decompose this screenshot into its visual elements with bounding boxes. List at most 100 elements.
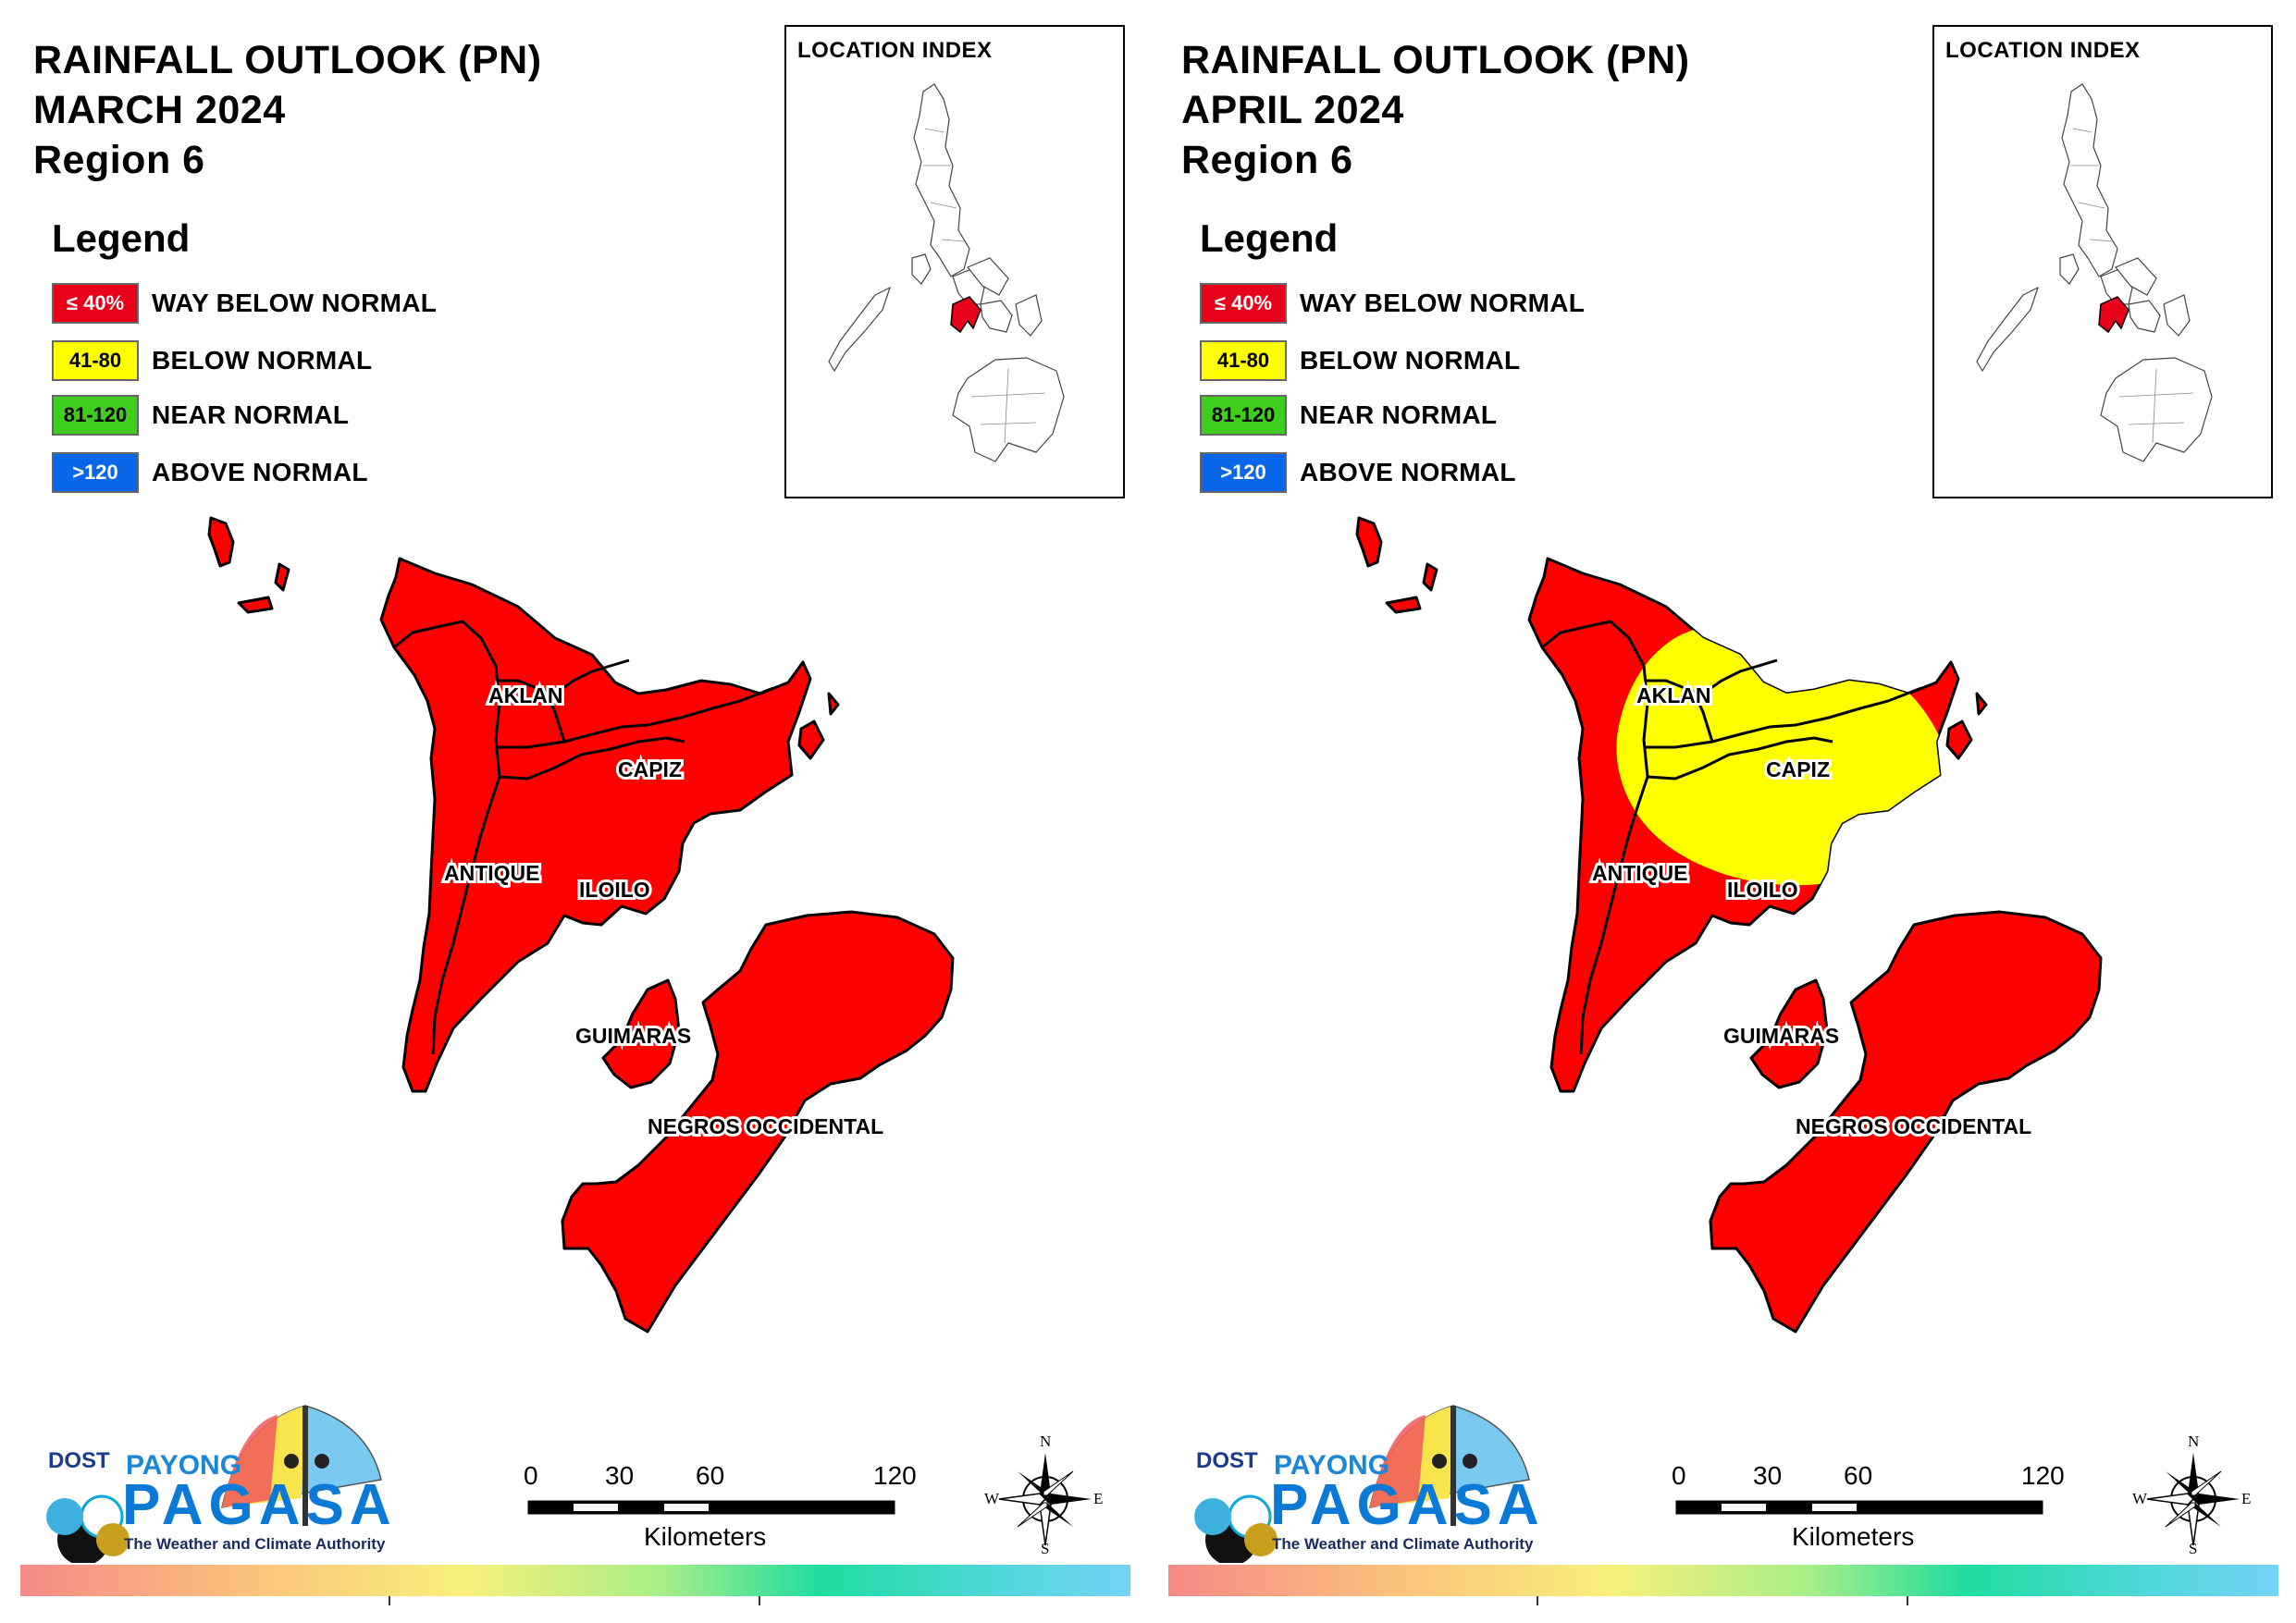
logo-dost-text: DOST xyxy=(48,1448,110,1473)
legend-label: BELOW NORMAL xyxy=(1300,346,1521,375)
scale-units: Kilometers xyxy=(644,1522,767,1551)
scale-bar-graphic xyxy=(1675,1500,2043,1515)
label-negros-occidental: NEGROS OCCIDENTAL xyxy=(1796,1114,2031,1138)
guimaras-island xyxy=(1749,978,1829,1089)
label-capiz: CAPIZ xyxy=(618,757,682,781)
logo-tagline: The Weather and Climate Authority xyxy=(124,1535,386,1553)
legend-label: ABOVE NORMAL xyxy=(1300,458,1516,486)
island-shape xyxy=(797,719,825,760)
logo-pagasa-text: PAGASA xyxy=(122,1473,397,1537)
label-negros-occidental: NEGROS OCCIDENTAL xyxy=(648,1114,883,1138)
title-line-2: MARCH 2024 xyxy=(33,88,286,132)
compass-n: N xyxy=(2188,1432,2200,1450)
legend-item-above: >120 ABOVE NORMAL xyxy=(1200,451,1516,494)
region6-map: AKLAN CAPIZ ANTIQUE ILOILO GUIMARAS NEGR… xyxy=(207,516,955,1334)
scale-bar-graphic xyxy=(527,1500,895,1515)
island-shape xyxy=(1385,596,1422,614)
panel-april: RAINFALL OUTLOOK (PN) APRIL 2024 Region … xyxy=(1148,0,2296,1623)
location-index-title: LOCATION INDEX xyxy=(797,38,993,63)
footer-tick xyxy=(1907,1596,1908,1605)
logo-payong-text: PAYONG xyxy=(1274,1450,1390,1481)
label-iloilo: ILOILO xyxy=(1727,878,1798,902)
legend-label: WAY BELOW NORMAL xyxy=(152,289,438,317)
north-arrow-icon: N S W E xyxy=(2132,1432,2252,1558)
scale-units: Kilometers xyxy=(1792,1522,1915,1551)
title-line-2: APRIL 2024 xyxy=(1181,88,1404,132)
legend-swatch: >120 xyxy=(1200,452,1287,493)
legend-label: WAY BELOW NORMAL xyxy=(1300,289,1586,317)
scale-label: 60 xyxy=(696,1461,725,1490)
scale-label: 30 xyxy=(605,1461,635,1490)
scale-label: 60 xyxy=(1844,1461,1873,1490)
legend-item-way-below: ≤ 40% WAY BELOW NORMAL xyxy=(1200,282,1585,325)
island-shape xyxy=(1975,692,1988,716)
label-guimaras: GUIMARAS xyxy=(575,1024,691,1048)
map-title: RAINFALL OUTLOOK (PN) MARCH 2024 Region … xyxy=(33,35,542,185)
payong-pagasa-logo: DOST PAYONG PAGASA The Weather and Clima… xyxy=(28,1387,398,1566)
negros-island xyxy=(561,910,955,1334)
island-shape xyxy=(827,692,840,716)
label-antique: ANTIQUE xyxy=(1592,861,1688,885)
label-antique: ANTIQUE xyxy=(444,861,540,885)
region-6-highlight xyxy=(950,296,981,334)
region6-map: AKLAN CAPIZ ANTIQUE ILOILO GUIMARAS NEGR… xyxy=(1355,516,2103,1334)
title-line-1: RAINFALL OUTLOOK (PN) xyxy=(33,38,542,82)
scale-label: 120 xyxy=(873,1461,917,1490)
island-shape xyxy=(1945,719,1973,760)
legend-swatch: 41-80 xyxy=(52,340,139,381)
legend-item-below: 41-80 BELOW NORMAL xyxy=(52,339,372,382)
legend-swatch: 81-120 xyxy=(1200,395,1287,436)
legend-swatch: >120 xyxy=(52,452,139,493)
footer-tick xyxy=(1537,1596,1538,1605)
compass-s: S xyxy=(1041,1540,1050,1557)
philippines-index-map xyxy=(1976,83,2213,462)
location-index: LOCATION INDEX xyxy=(784,25,1125,498)
region-6-highlight xyxy=(2098,296,2129,334)
legend-swatch: 41-80 xyxy=(1200,340,1287,381)
island-shape xyxy=(1355,516,1383,568)
scale-label: 0 xyxy=(524,1461,538,1490)
footer-tick xyxy=(759,1596,760,1605)
legend-item-above: >120 ABOVE NORMAL xyxy=(52,451,368,494)
scale-bar: 0 30 60 120 Kilometers xyxy=(524,1461,931,1563)
legend-item-near: 81-120 NEAR NORMAL xyxy=(52,394,349,436)
scale-bar: 0 30 60 120 Kilometers xyxy=(1672,1461,2079,1563)
logo-pagasa-text: PAGASA xyxy=(1270,1473,1545,1537)
compass-e: E xyxy=(2241,1490,2252,1507)
title-line-3: Region 6 xyxy=(1181,138,1353,182)
philippines-index-map xyxy=(828,83,1065,462)
logo-dost-text: DOST xyxy=(1196,1448,1258,1473)
payong-pagasa-logo: DOST PAYONG PAGASA The Weather and Clima… xyxy=(1176,1387,1546,1566)
compass-n: N xyxy=(1040,1432,1052,1450)
title-line-3: Region 6 xyxy=(33,138,205,182)
scale-label: 120 xyxy=(2021,1461,2065,1490)
label-iloilo: ILOILO xyxy=(579,878,650,902)
north-arrow-icon: N S W E xyxy=(984,1432,1104,1558)
logo-tagline: The Weather and Climate Authority xyxy=(1272,1535,1534,1553)
label-aklan: AKLAN xyxy=(1636,683,1711,707)
panel-march: RAINFALL OUTLOOK (PN) MARCH 2024 Region … xyxy=(20,25,1130,1605)
title-line-1: RAINFALL OUTLOOK (PN) xyxy=(1181,38,1690,82)
legend-item-way-below: ≤ 40% WAY BELOW NORMAL xyxy=(52,282,437,325)
compass-e: E xyxy=(1093,1490,1104,1507)
island-shape xyxy=(207,516,235,568)
compass-w: W xyxy=(984,1490,1000,1507)
negros-island xyxy=(1709,910,2103,1334)
island-shape xyxy=(237,596,274,614)
label-capiz: CAPIZ xyxy=(1766,757,1830,781)
legend-label: ABOVE NORMAL xyxy=(152,458,368,486)
label-aklan: AKLAN xyxy=(488,683,563,707)
legend-label: NEAR NORMAL xyxy=(1300,400,1498,429)
footer-gradient-bar xyxy=(1168,1565,2278,1596)
footer-tick xyxy=(389,1596,390,1605)
footer-gradient-bar xyxy=(20,1565,1130,1596)
legend-item-near: 81-120 NEAR NORMAL xyxy=(1200,394,1497,436)
map-title: RAINFALL OUTLOOK (PN) APRIL 2024 Region … xyxy=(1181,35,1690,185)
legend-label: BELOW NORMAL xyxy=(152,346,373,375)
compass-w: W xyxy=(2132,1490,2148,1507)
location-index-title: LOCATION INDEX xyxy=(1945,38,2141,63)
legend-swatch: ≤ 40% xyxy=(1200,283,1287,324)
legend-title: Legend xyxy=(52,216,191,260)
logo-payong-text: PAYONG xyxy=(126,1450,242,1481)
legend-item-below: 41-80 BELOW NORMAL xyxy=(1200,339,1520,382)
